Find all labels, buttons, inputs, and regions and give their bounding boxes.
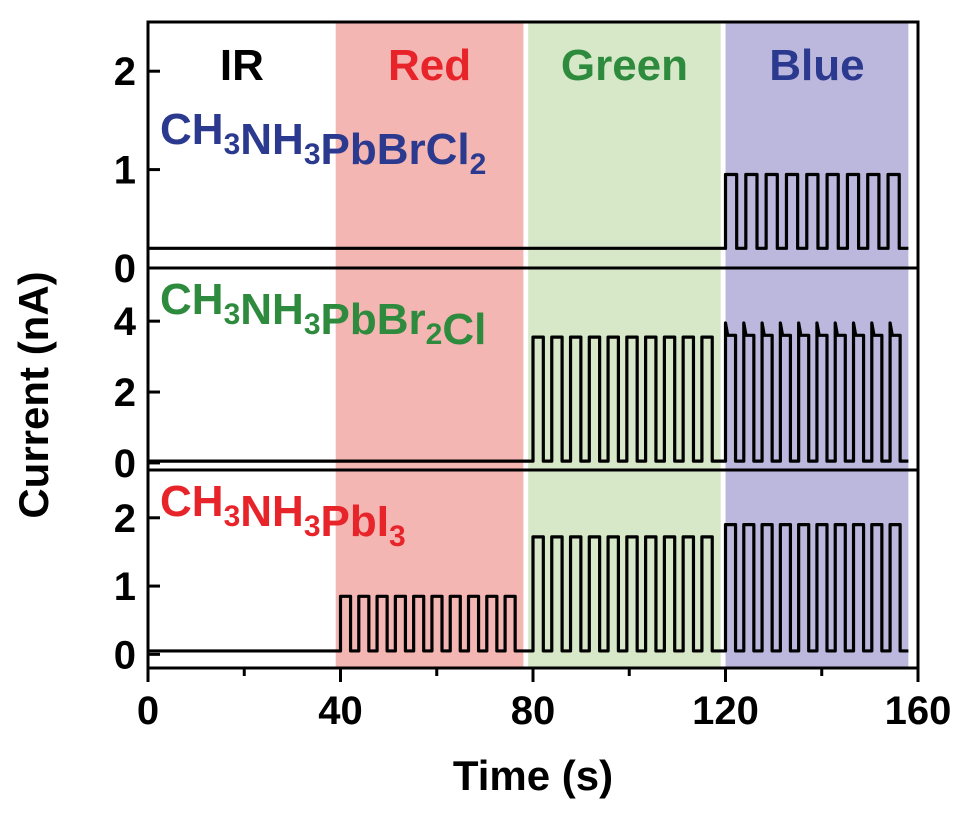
y-axis-title: Current (nA)	[10, 271, 57, 518]
band-label-blue: Blue	[769, 41, 864, 90]
y-tick-label-2-2: 2	[114, 371, 136, 415]
subscript: 3	[224, 500, 241, 533]
x-tick-label-80: 80	[511, 689, 556, 733]
trace-panel-2	[148, 321, 909, 463]
subscript: 3	[304, 510, 321, 543]
formula-text: NH	[240, 487, 304, 536]
formula-text: PbI	[321, 497, 389, 546]
y-tick-label-1-0: 0	[114, 247, 136, 291]
subscript: 2	[470, 148, 487, 181]
band-green	[528, 22, 721, 668]
trace-panel-1	[148, 172, 909, 250]
y-tick-label-2-4: 4	[114, 300, 137, 344]
x-tick-label-120: 120	[692, 689, 759, 733]
y-tick-label-2-0: 0	[114, 442, 136, 486]
y-tick-label-1-2: 2	[114, 50, 136, 94]
subscript: 3	[224, 298, 241, 331]
subscript: 3	[224, 128, 241, 161]
x-tick-label-40: 40	[318, 689, 363, 733]
subscript: 3	[304, 138, 321, 171]
material-label-1: CH3NH3PbBrCl2	[160, 105, 486, 181]
x-tick-label-160: 160	[885, 689, 952, 733]
y-tick-label-3-2: 2	[114, 497, 136, 541]
material-label-2: CH3NH3PbBr2Cl	[160, 275, 486, 354]
formula-text: NH	[240, 285, 304, 334]
x-axis-title: Time (s)	[453, 752, 613, 799]
band-label-green: Green	[561, 41, 688, 90]
subscript: 3	[389, 520, 406, 553]
formula-text: CH	[160, 477, 224, 526]
x-tick-label-0: 0	[137, 689, 159, 733]
subscript: 2	[426, 318, 443, 351]
illumination-bands: IR Red Green Blue	[148, 22, 909, 668]
formula-text: Cl	[442, 305, 486, 354]
formula-text: NH	[240, 115, 304, 164]
x-axis: 0 40 80 120 160	[137, 668, 952, 733]
material-label-3: CH3NH3PbI3	[160, 477, 406, 553]
band-red	[335, 22, 524, 668]
y-tick-label-3-1: 1	[114, 565, 136, 609]
band-label-red: Red	[388, 41, 471, 90]
formula-text: CH	[160, 275, 224, 324]
formula-text: CH	[160, 105, 224, 154]
y-tick-label-3-0: 0	[114, 633, 136, 677]
subscript: 3	[304, 308, 321, 341]
formula-text: PbBr	[321, 295, 426, 344]
trace-panel-3	[148, 523, 909, 653]
formula-text: PbBrCl	[321, 125, 470, 174]
y-tick-label-1-1: 1	[114, 149, 136, 193]
band-ir	[148, 22, 336, 668]
band-label-ir: IR	[220, 41, 264, 90]
